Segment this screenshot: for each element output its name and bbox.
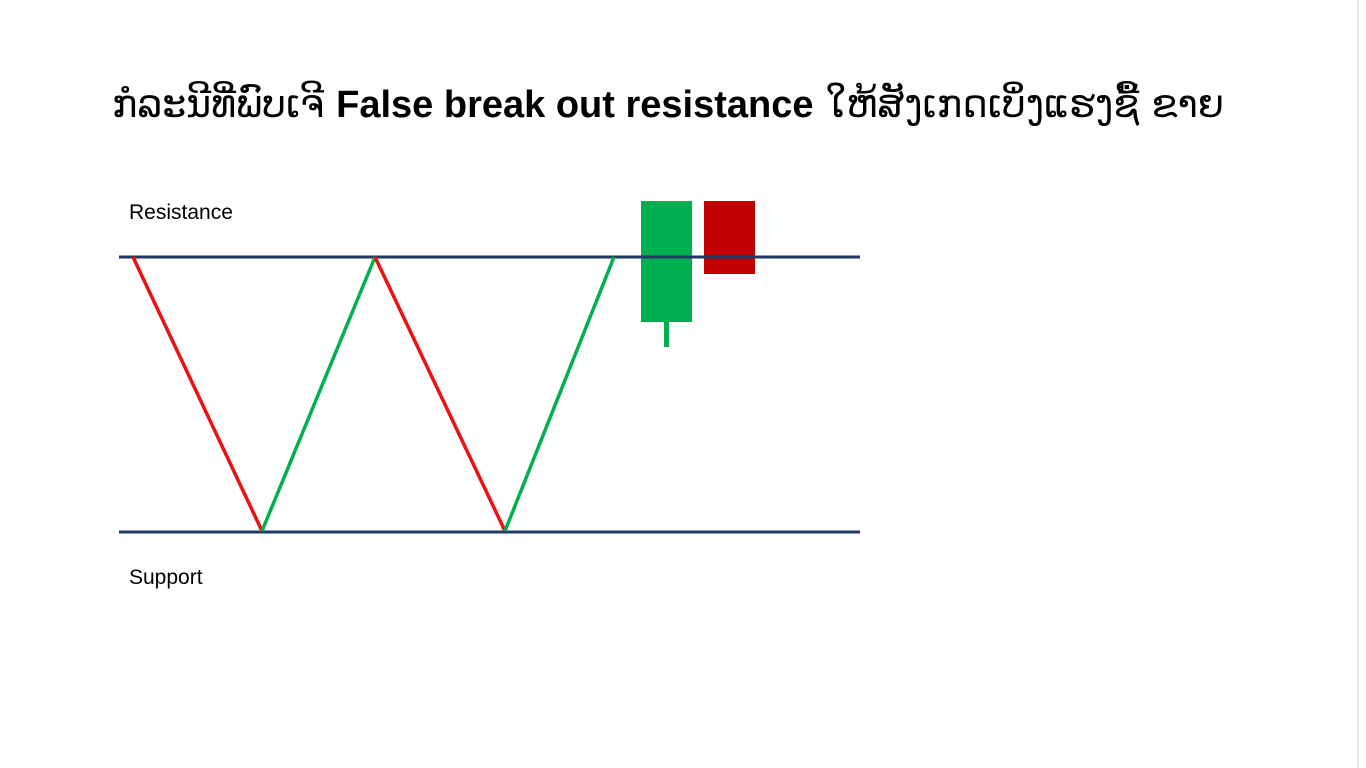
title-suffix: ໃຫ້ສັງເກດເບິ່ງແຮງຊື້ ຂາຍ <box>813 82 1224 126</box>
down-leg-2 <box>373 256 507 532</box>
bullish-candle-body <box>641 201 692 322</box>
slide-title: ກໍລະນີທີ່ພົບເຈີ False break out resistan… <box>112 78 1312 131</box>
slide-edge <box>1357 0 1359 768</box>
bullish-candle-wick <box>664 320 669 347</box>
down-leg-1 <box>131 256 264 532</box>
resistance-label: Resistance <box>129 201 233 224</box>
support-label: Support <box>129 566 203 589</box>
up-leg-1 <box>260 256 377 532</box>
up-leg-2 <box>503 256 616 532</box>
bearish-candle-body <box>704 201 755 274</box>
title-bold-term: False break out resistance <box>336 84 814 126</box>
title-prefix: ກໍລະນີທີ່ພົບເຈີ <box>112 82 337 126</box>
